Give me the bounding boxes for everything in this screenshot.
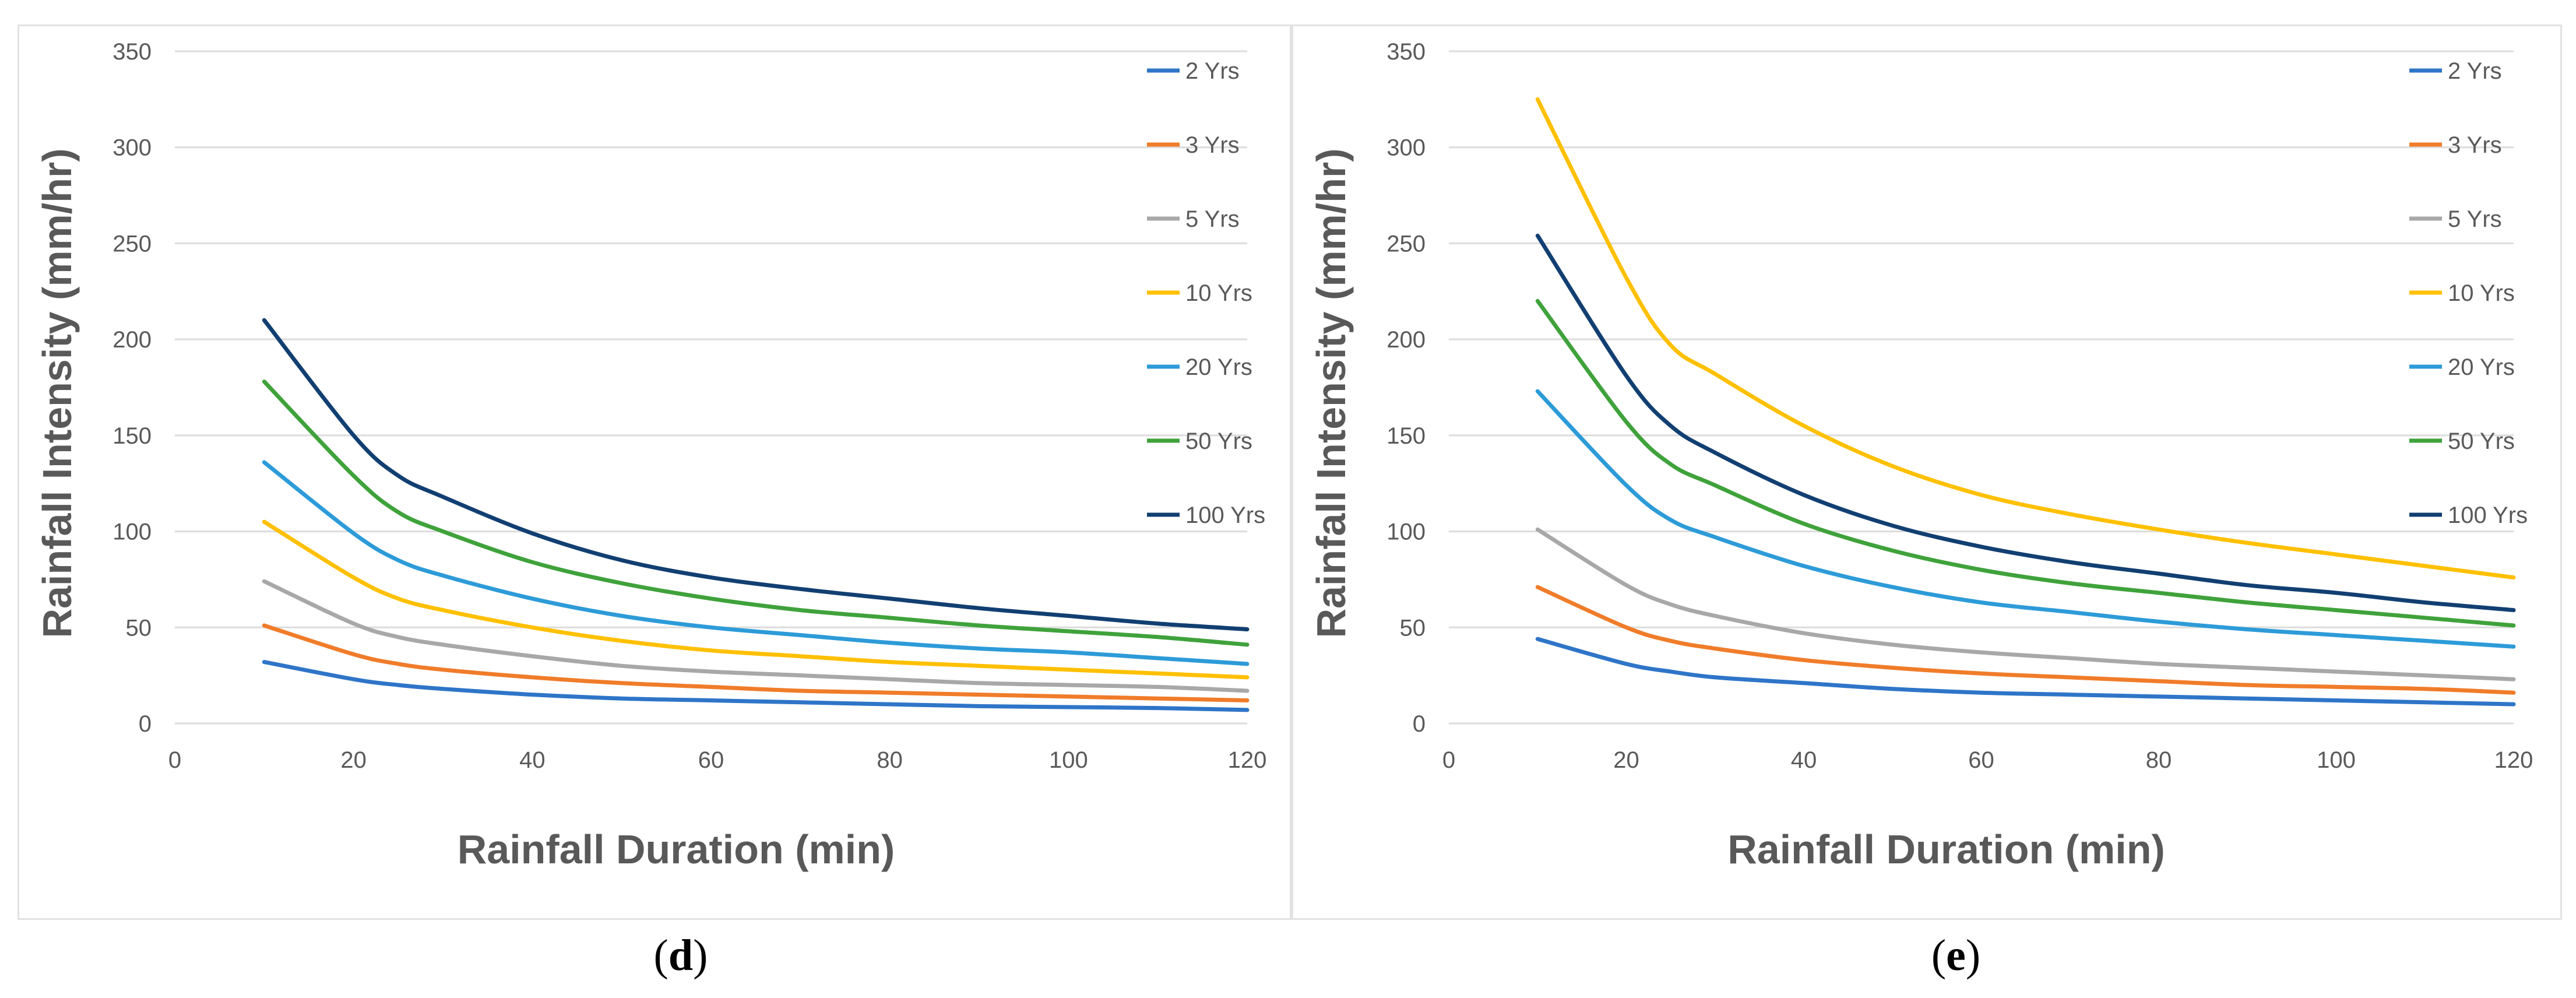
series-line-2-yrs	[262, 660, 1250, 712]
series-line-2-yrs	[1535, 637, 2516, 707]
series-line-3-yrs	[262, 623, 1250, 702]
x-tick-label: 100	[1049, 747, 1088, 773]
legend-label: 100 Yrs	[2448, 502, 2528, 528]
x-tick-label: 40	[1791, 747, 1817, 773]
y-tick-label: 300	[112, 135, 152, 161]
x-tick-label: 80	[877, 747, 903, 773]
legend-label: 5 Yrs	[2448, 206, 2502, 232]
legend-label: 3 Yrs	[2448, 132, 2502, 158]
series-line-20-yrs	[262, 460, 1250, 666]
series-line-100-yrs	[262, 318, 1250, 632]
y-tick-label: 100	[1386, 519, 1426, 545]
y-tick-label: 50	[1400, 615, 1426, 641]
y-tick-label: 300	[1386, 135, 1426, 161]
x-tick-label: 100	[2317, 747, 2356, 773]
chart-svg-e: 0 50 100 150 200 250 300 350 0 20 40 60 80 100 120 Rain…	[1308, 39, 2533, 872]
y-tick-label: 0	[139, 711, 152, 737]
series-line-5-yrs	[1535, 527, 2516, 681]
y-tick-label: 0	[1413, 711, 1426, 737]
legend-label: 3 Yrs	[1185, 132, 1240, 158]
y-tick-label: 200	[112, 327, 152, 353]
x-tick-label: 20	[1613, 747, 1639, 773]
y-tick-label: 150	[1386, 423, 1426, 449]
y-tick-label: 200	[1386, 327, 1426, 353]
chart-svg-d: 0 50 100 150 200 250 300 350 0 20 40 60 80 100 120 Rain…	[34, 39, 1267, 872]
legend-label: 100 Yrs	[1185, 502, 1265, 528]
series-line-5-yrs	[262, 579, 1250, 693]
y-axis-title: Rainfall Intensity (mm/hr)	[1308, 148, 1354, 638]
panel-label-e: (e)	[1931, 931, 1981, 980]
series-line-3-yrs	[1535, 585, 2516, 695]
series-line-50-yrs	[1535, 298, 2516, 628]
series-line-10-yrs	[1535, 97, 2516, 580]
y-tick-label: 250	[112, 231, 152, 256]
legend-label: 2 Yrs	[2448, 58, 2502, 84]
chart-panel-d: 0 50 100 150 200 250 300 350 0 20 40 60 80 100 120 Rain…	[17, 24, 1291, 920]
legend-label: 10 Yrs	[1185, 280, 1252, 306]
y-tick-label: 250	[1386, 231, 1426, 256]
y-tick-label: 350	[1386, 39, 1426, 65]
legend-label: 10 Yrs	[2448, 280, 2515, 306]
x-tick-label: 40	[519, 747, 546, 773]
y-tick-label: 150	[112, 423, 152, 449]
x-tick-label: 60	[1968, 747, 1994, 773]
x-tick-label: 0	[1442, 747, 1455, 773]
x-axis-title: Rainfall Duration (min)	[1727, 827, 2165, 872]
legend-label: 20 Yrs	[2448, 354, 2515, 380]
series-line-50-yrs	[262, 379, 1250, 647]
legend-label: 50 Yrs	[2448, 428, 2515, 454]
x-tick-label: 80	[2146, 747, 2172, 773]
x-tick-label: 120	[1228, 747, 1267, 773]
y-tick-label: 50	[126, 615, 152, 641]
legend-label: 20 Yrs	[1185, 354, 1252, 380]
x-tick-label: 0	[168, 747, 181, 773]
x-tick-label: 60	[698, 747, 724, 773]
y-tick-label: 100	[112, 519, 152, 545]
x-axis-title: Rainfall Duration (min)	[458, 827, 895, 872]
chart-panel-e: 0 50 100 150 200 250 300 350 0 20 40 60 80 100 120 Rain…	[1291, 24, 2562, 920]
y-tick-label: 350	[112, 39, 152, 65]
legend-label: 5 Yrs	[1185, 206, 1240, 232]
series-line-20-yrs	[1535, 389, 2516, 649]
x-tick-label: 20	[340, 747, 367, 773]
legend-label: 50 Yrs	[1185, 428, 1252, 454]
legend-label: 2 Yrs	[1185, 58, 1240, 84]
panel-label-d: (d)	[653, 931, 708, 980]
y-axis-title: Rainfall Intensity (mm/hr)	[34, 148, 80, 638]
x-tick-label: 120	[2494, 747, 2533, 773]
series-line-100-yrs	[1535, 233, 2516, 613]
series-line-10-yrs	[262, 519, 1250, 680]
